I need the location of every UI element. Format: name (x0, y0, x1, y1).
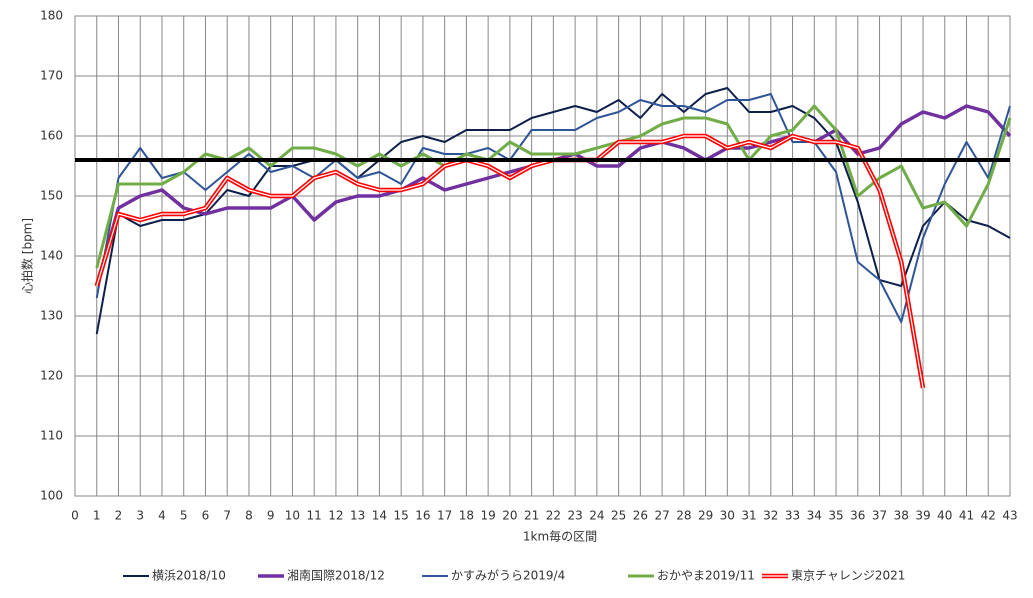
x-tick-label: 35 (828, 509, 843, 523)
y-axis-title: 心拍数 [bpm] (20, 218, 35, 294)
y-tick-label: 180 (40, 9, 63, 23)
legend-label: 湘南国際2018/12 (287, 568, 385, 583)
y-tick-label: 140 (40, 249, 63, 263)
x-tick-label: 17 (437, 509, 452, 523)
y-tick-label: 150 (40, 189, 63, 203)
x-tick-label: 0 (71, 509, 79, 523)
x-tick-label: 42 (981, 509, 996, 523)
x-tick-label: 34 (807, 509, 822, 523)
y-tick-label: 100 (40, 489, 63, 503)
x-tick-label: 22 (546, 509, 561, 523)
x-tick-label: 14 (372, 509, 387, 523)
x-tick-label: 16 (415, 509, 430, 523)
x-tick-label: 27 (654, 509, 669, 523)
x-tick-label: 8 (245, 509, 253, 523)
x-tick-label: 39 (915, 509, 930, 523)
y-tick-label: 170 (40, 69, 63, 83)
x-tick-label: 2 (115, 509, 123, 523)
x-tick-label: 43 (1002, 509, 1017, 523)
x-tick-label: 33 (785, 509, 800, 523)
legend-label: おかやま2019/11 (657, 569, 755, 583)
x-tick-label: 7 (223, 509, 231, 523)
x-tick-label: 28 (676, 509, 691, 523)
x-tick-label: 29 (698, 509, 713, 523)
y-tick-label: 160 (40, 129, 63, 143)
legend-label: かすみがうら2019/4 (451, 568, 565, 583)
x-tick-label: 38 (894, 509, 909, 523)
series-line (95, 104, 1012, 269)
legend-label: 東京チャレンジ2021 (791, 569, 905, 583)
x-tick-label: 1 (93, 509, 101, 523)
x-tick-label: 9 (267, 509, 275, 523)
x-tick-label: 5 (180, 509, 188, 523)
x-tick-label: 25 (611, 509, 626, 523)
y-tick-label: 130 (40, 309, 63, 323)
x-tick-label: 3 (136, 509, 144, 523)
x-tick-label: 41 (959, 509, 974, 523)
x-tick-label: 6 (202, 509, 210, 523)
x-tick-label: 36 (850, 509, 865, 523)
x-tick-label: 11 (307, 509, 322, 523)
series-line-highlight (96, 135, 924, 389)
x-tick-label: 20 (502, 509, 517, 523)
plot-border (74, 15, 1011, 497)
x-tick-label: 4 (158, 509, 166, 523)
x-tick-label: 24 (589, 509, 604, 523)
legend-label: 横浜2018/10 (152, 569, 226, 583)
x-tick-label: 40 (937, 509, 952, 523)
series-line (95, 87, 1011, 335)
y-tick-label: 120 (40, 369, 63, 383)
x-tick-label: 31 (741, 509, 756, 523)
x-tick-label: 23 (567, 509, 582, 523)
x-axis-title: 1km毎の区間 (523, 529, 597, 544)
x-tick-label: 13 (350, 509, 365, 523)
x-tick-label: 15 (394, 509, 409, 523)
x-tick-label: 37 (872, 509, 887, 523)
x-tick-label: 21 (524, 509, 539, 523)
x-tick-label: 26 (633, 509, 648, 523)
x-tick-label: 10 (285, 509, 300, 523)
y-tick-label: 110 (40, 429, 63, 443)
x-tick-label: 19 (480, 509, 495, 523)
x-tick-label: 18 (459, 509, 474, 523)
x-tick-label: 30 (720, 509, 735, 523)
x-tick-label: 12 (328, 509, 343, 523)
series-line (95, 93, 1011, 323)
x-tick-label: 32 (763, 509, 778, 523)
